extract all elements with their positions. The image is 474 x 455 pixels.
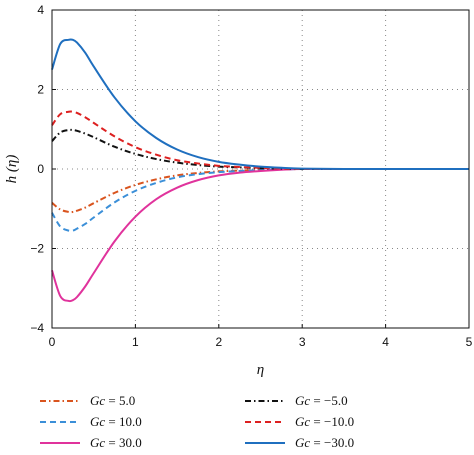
legend-label: Gc = −5.0	[295, 393, 348, 408]
legend: Gc = 5.0 Gc = 10.0 Gc = 30.0 Gc = −5.0 Gc = …	[40, 393, 354, 450]
y-tick-label: 2	[37, 83, 44, 97]
legend-label: Gc = 30.0	[90, 435, 142, 450]
x-axis-label: η	[257, 362, 264, 378]
y-tick-label: 0	[37, 162, 44, 176]
legend-label: Gc = −10.0	[295, 414, 354, 429]
series-line-5	[51, 110, 469, 171]
y-tick-label: −2	[30, 242, 44, 256]
y-axis-label: h (η)	[4, 155, 20, 184]
series-line-2	[51, 167, 469, 232]
series-layer	[51, 38, 469, 303]
x-tick-label: 2	[215, 335, 222, 349]
legend-label: Gc = −30.0	[295, 435, 354, 450]
x-tick-label: 4	[382, 335, 389, 349]
x-tick-label: 3	[299, 335, 306, 349]
grid	[52, 10, 469, 328]
series-line-3	[51, 167, 469, 303]
series-line-1	[51, 167, 469, 214]
x-tick-label: 5	[466, 335, 473, 349]
x-tick-label: 1	[132, 335, 139, 349]
x-tick-label: 0	[49, 335, 56, 349]
y-tick-label: 4	[37, 3, 44, 17]
series-line-6	[51, 38, 469, 171]
legend-label: Gc = 10.0	[90, 414, 142, 429]
y-tick-label: −4	[30, 321, 44, 335]
ticks: 0 1 2 3 4 5 −4 −2 0 2 4	[30, 3, 472, 349]
legend-label: Gc = 5.0	[90, 393, 135, 408]
